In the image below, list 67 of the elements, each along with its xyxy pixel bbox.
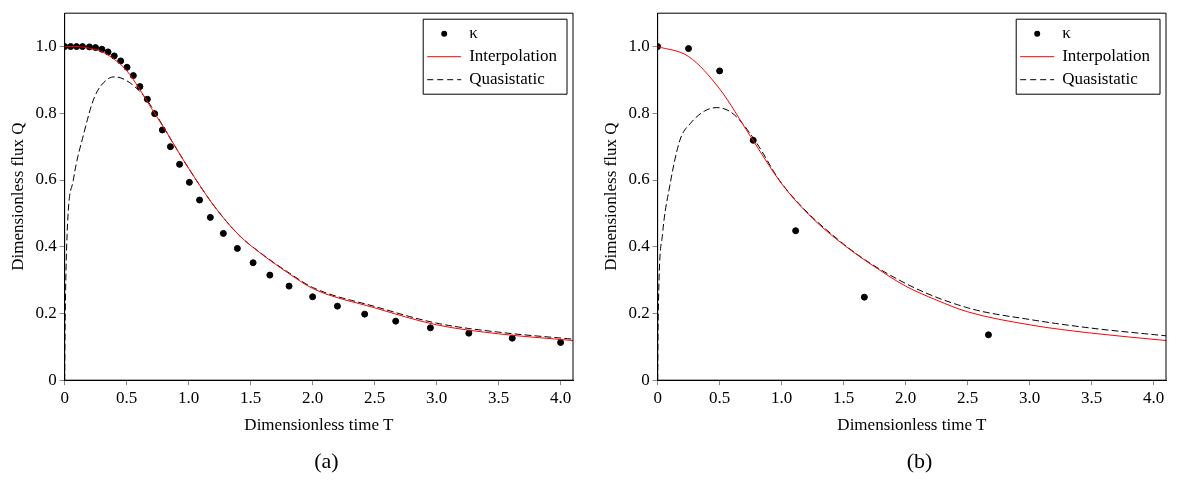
x-tick-label: 3.0 bbox=[425, 387, 448, 407]
x-axis-title: Dimensionless time T bbox=[837, 415, 987, 435]
point bbox=[685, 45, 693, 53]
y-tick-label: 1.0 bbox=[35, 36, 57, 56]
y-tick-label: 0.6 bbox=[35, 169, 57, 189]
y-axis-title: Dimensionless flux Q bbox=[600, 122, 620, 271]
point bbox=[110, 52, 118, 60]
point bbox=[266, 271, 274, 279]
text: (b) bbox=[905, 448, 934, 474]
y-tick-label: 1.0 bbox=[628, 36, 650, 56]
point bbox=[392, 317, 400, 325]
point bbox=[361, 310, 369, 318]
x-tick-label: 3.0 bbox=[1018, 387, 1041, 407]
y-tick-label: 0 bbox=[641, 369, 650, 389]
point bbox=[219, 229, 227, 237]
legend-label: Quasistatic bbox=[1062, 69, 1139, 89]
y-tick-label: 0.8 bbox=[35, 102, 57, 122]
point bbox=[557, 339, 565, 346]
point bbox=[333, 302, 341, 310]
legend-label: Interpolation bbox=[469, 46, 558, 66]
x-tick-label: 1.0 bbox=[771, 387, 793, 407]
x-tick-label: 2.0 bbox=[895, 387, 917, 407]
point bbox=[465, 329, 473, 337]
point bbox=[508, 334, 516, 342]
point bbox=[185, 178, 193, 186]
y-tick-label: 0.2 bbox=[35, 302, 57, 322]
point bbox=[123, 63, 131, 71]
x-tick-label: 4.0 bbox=[549, 387, 572, 407]
point bbox=[176, 160, 184, 168]
x-tick-label: 3.5 bbox=[1080, 387, 1103, 407]
x-tick-label: 0.5 bbox=[116, 387, 138, 407]
point bbox=[426, 324, 434, 332]
point bbox=[716, 67, 724, 75]
x-tick-label: 2.5 bbox=[363, 387, 386, 407]
x-tick-label: 2.0 bbox=[302, 387, 324, 407]
x-tick-label: 1.0 bbox=[178, 387, 200, 407]
x-tick-label: 4.0 bbox=[1142, 387, 1165, 407]
legend-label: κ bbox=[469, 23, 479, 43]
y-tick-label: 0 bbox=[48, 369, 57, 389]
x-axis-title: Dimensionless time T bbox=[244, 415, 394, 435]
x-tick-label: 3.5 bbox=[487, 387, 510, 407]
x-tick-label: 2.5 bbox=[956, 387, 979, 407]
point bbox=[249, 259, 257, 267]
y-tick-label: 0.2 bbox=[628, 302, 650, 322]
y-tick-label: 0.6 bbox=[628, 169, 650, 189]
point bbox=[860, 293, 868, 301]
x-tick-label: 0.5 bbox=[709, 387, 731, 407]
y-tick-label: 0.8 bbox=[628, 102, 650, 122]
x-tick-label: 1.5 bbox=[833, 387, 855, 407]
point bbox=[196, 196, 204, 204]
y-tick-label: 0.4 bbox=[35, 236, 58, 256]
point bbox=[984, 331, 992, 339]
legend-label: Quasistatic bbox=[469, 69, 546, 89]
point bbox=[158, 126, 166, 134]
point bbox=[233, 244, 241, 252]
y-tick-label: 0.4 bbox=[628, 236, 651, 256]
point bbox=[166, 143, 174, 151]
legend-label: Interpolation bbox=[1062, 46, 1151, 66]
y-axis-title: Dimensionless flux Q bbox=[7, 122, 27, 271]
point bbox=[309, 293, 317, 301]
point bbox=[117, 57, 125, 65]
point bbox=[792, 227, 800, 235]
legend-label: κ bbox=[1062, 23, 1072, 43]
point bbox=[206, 213, 214, 221]
text: (a) bbox=[313, 448, 340, 474]
x-tick-label: 1.5 bbox=[240, 387, 262, 407]
point bbox=[285, 282, 293, 290]
